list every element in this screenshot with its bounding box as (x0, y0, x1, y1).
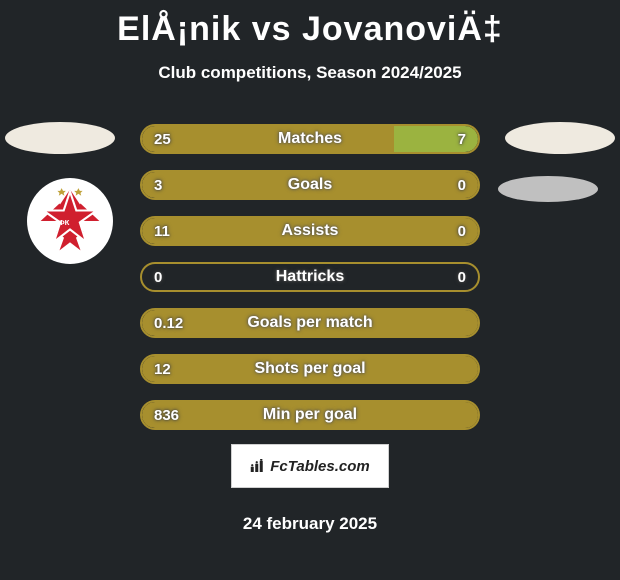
stat-row: 0 0Hattricks (140, 262, 480, 292)
player2-club-badge (505, 122, 615, 154)
date-label: 24 february 2025 (0, 514, 620, 534)
player1-bar (142, 218, 478, 244)
subtitle: Club competitions, Season 2024/2025 (0, 63, 620, 83)
player1-club-badge (5, 122, 115, 154)
stat-row: 257Matches (140, 124, 480, 154)
stat-row: 30Goals (140, 170, 480, 200)
crvena-zvezda-crest-icon: ФК (35, 186, 105, 256)
logo-text: FcTables.com (270, 458, 369, 475)
player1-bar (142, 356, 478, 382)
stats-comparison-chart: 257Matches 30Goals 110Assists 0 0Hattricks 0.… (140, 124, 480, 446)
svg-text:ФК: ФК (58, 218, 70, 227)
stat-row: 110Assists (140, 216, 480, 246)
player2-bar (394, 126, 478, 152)
stat-label: Hattricks (142, 264, 478, 290)
stat-row: 0.12Goals per match (140, 308, 480, 338)
player1-value: 0 (154, 264, 162, 290)
player1-bar (142, 310, 478, 336)
player1-bar (142, 126, 394, 152)
player2-secondary-badge (498, 176, 598, 202)
bar-chart-icon (250, 459, 268, 473)
stat-row: 12Shots per goal (140, 354, 480, 384)
page-title: ElÅ¡nik vs JovanoviÄ‡ (0, 0, 620, 49)
player2-value: 0 (458, 264, 466, 290)
player1-club-crest: ФК (27, 178, 113, 264)
player1-bar (142, 172, 478, 198)
fctables-logo[interactable]: FcTables.com (231, 444, 389, 488)
player1-bar (142, 402, 478, 428)
stat-row: 836Min per goal (140, 400, 480, 430)
